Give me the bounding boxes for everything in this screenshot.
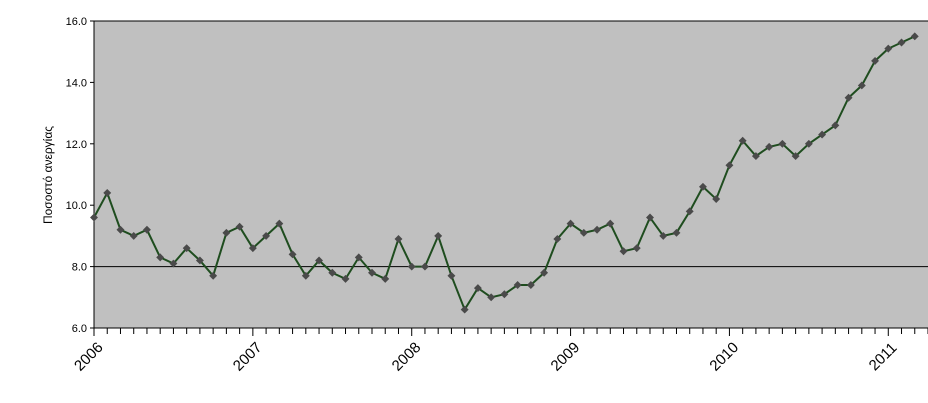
data-point bbox=[818, 130, 827, 139]
data-point bbox=[368, 268, 376, 277]
x-tick-label: 2006 bbox=[71, 339, 107, 375]
y-tick-label: 10.0 bbox=[66, 200, 87, 212]
data-point bbox=[222, 228, 231, 237]
data-point bbox=[579, 228, 588, 237]
data-point bbox=[460, 305, 469, 314]
x-axis: 2006 2007 2008 2009 2010 2011 bbox=[71, 328, 928, 375]
data-point bbox=[315, 256, 324, 265]
data-point bbox=[646, 213, 654, 222]
x-tick-label: 2010 bbox=[706, 339, 742, 375]
data-point bbox=[553, 235, 562, 243]
data-point bbox=[381, 274, 390, 283]
plot-background bbox=[94, 21, 928, 328]
data-point bbox=[182, 244, 191, 253]
y-tick-label: 6.0 bbox=[72, 323, 87, 335]
data-point bbox=[341, 274, 350, 283]
data-point bbox=[473, 284, 482, 293]
data-point bbox=[672, 228, 681, 237]
data-point bbox=[235, 222, 244, 231]
data-point bbox=[354, 253, 363, 262]
data-point bbox=[712, 195, 721, 204]
x-tick-label: 2007 bbox=[230, 339, 266, 375]
plot-area bbox=[93, 21, 928, 329]
series bbox=[90, 32, 919, 314]
data-point bbox=[116, 225, 125, 234]
data-point bbox=[142, 225, 151, 234]
data-point bbox=[420, 262, 429, 271]
data-point bbox=[619, 247, 628, 256]
data-point bbox=[751, 152, 760, 161]
data-point bbox=[407, 262, 416, 271]
data-point bbox=[685, 207, 694, 216]
data-point bbox=[738, 136, 747, 145]
data-point bbox=[248, 244, 257, 253]
y-tick-label: 14.0 bbox=[66, 77, 87, 89]
data-point bbox=[90, 213, 98, 222]
data-point bbox=[328, 268, 337, 277]
data-point bbox=[765, 142, 774, 151]
data-point bbox=[791, 152, 800, 161]
y-axis: 16.0 14.0 12.0 10.0 8.0 6.0 bbox=[66, 16, 94, 335]
data-point bbox=[487, 293, 496, 302]
data-point bbox=[804, 139, 813, 148]
y-tick-label: 8.0 bbox=[72, 262, 87, 274]
data-point bbox=[209, 271, 218, 280]
gridlines bbox=[94, 20, 928, 268]
x-tick-label: 2011 bbox=[866, 339, 901, 374]
data-point bbox=[394, 235, 403, 243]
data-point bbox=[500, 290, 509, 299]
data-point bbox=[103, 188, 112, 197]
data-point bbox=[169, 259, 178, 268]
x-tick-label: 2009 bbox=[548, 339, 584, 375]
data-point bbox=[156, 253, 165, 262]
data-point bbox=[447, 271, 456, 280]
y-tick-label: 12.0 bbox=[66, 139, 87, 151]
data-point bbox=[698, 182, 707, 191]
x-tick-label: 2008 bbox=[389, 339, 425, 375]
y-tick-label: 16.0 bbox=[66, 16, 87, 28]
data-point bbox=[301, 271, 310, 280]
data-point bbox=[778, 139, 787, 148]
y-axis-label: Ποσοστό ανεργίας bbox=[41, 126, 55, 224]
